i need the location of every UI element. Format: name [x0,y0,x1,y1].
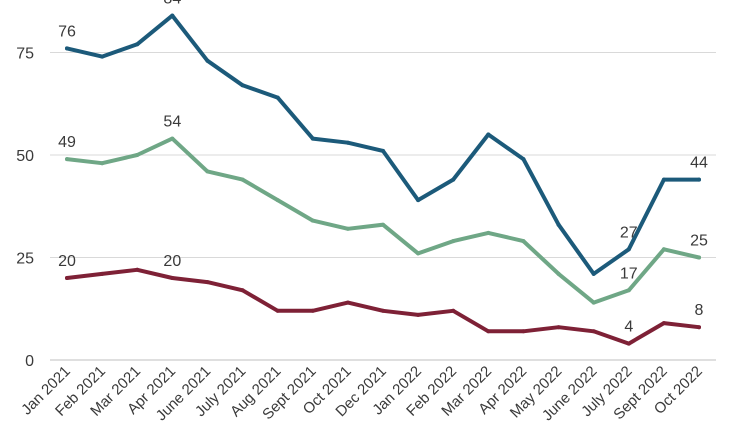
series-1-point [205,58,210,63]
series-3-point [345,300,350,305]
series-1-point [310,136,315,141]
series-3-point [170,276,175,280]
series-2-point [521,239,526,244]
series-2-point [697,255,701,260]
series-1-point [240,83,245,88]
series-1-point [556,222,561,227]
data-label: 4 [624,319,633,336]
series-3-point [416,312,421,317]
series-3-point [205,280,210,285]
y-tick-label: 50 [16,148,34,165]
series-2-point [275,198,280,203]
data-label: 17 [620,265,638,282]
series-1-point [381,148,385,153]
series-2-point [240,177,245,182]
series-2-point [65,157,69,162]
series-3-point [661,321,666,326]
series-3-point [591,329,596,334]
series-2-point [381,222,385,227]
series-3-point [240,288,245,293]
data-labels: 76 84 27 44 49 54 17 25 20 20 4 8 [58,0,708,336]
data-label: 25 [690,233,708,250]
data-label: 20 [58,253,76,270]
series-2-point [345,226,350,231]
series-3-point [310,308,315,313]
series-1-point [486,132,491,137]
series-3-point [100,271,105,276]
series-3-point [521,329,526,334]
series-1-point [275,95,280,100]
data-label: 49 [58,134,76,151]
series-2-point [100,161,105,166]
series-1-point [416,198,421,203]
series-1-point [135,42,140,47]
series-1-point [100,54,105,59]
data-label: 8 [695,302,704,319]
series-2-point [135,153,140,157]
series-1-point [591,271,596,276]
series-2-point [205,169,210,174]
data-label: 76 [58,23,76,40]
series-3-point [451,308,456,313]
series-2-point [451,239,456,244]
y-axis-tick-labels: 0 25 50 75 [16,46,34,371]
series-1-point [521,157,526,162]
series-2-point [591,300,596,305]
data-label: 27 [620,224,638,241]
series-3-point [65,276,69,280]
series-3-point [626,341,631,346]
series-2-point [416,251,421,256]
data-label: 20 [163,253,181,270]
gridlines [50,52,716,361]
series-2-line [65,136,701,305]
y-tick-label: 0 [25,353,34,370]
data-label: 54 [163,114,181,131]
series-3-point [135,267,140,272]
series-3-line [65,267,701,346]
series-1-point [661,177,666,182]
data-label: 84 [163,0,181,8]
series-1-point [65,46,69,51]
series-2-point [626,288,631,293]
series-2-point [170,136,175,141]
series-2-point [310,218,315,223]
series-lines [65,13,701,346]
series-3-point [275,308,280,313]
series-2-point [486,230,491,235]
series-3-point [697,325,701,330]
series-2-point [556,271,561,276]
series-2-point [661,247,666,252]
series-1-point [451,177,456,182]
series-3-point [486,329,491,334]
series-1-point [697,177,701,182]
data-label: 44 [690,155,708,172]
series-3-point [381,308,385,313]
series-1-point [626,247,631,252]
series-1-point [345,140,350,145]
series-3-point [556,325,561,330]
y-tick-label: 75 [16,46,34,63]
y-tick-label: 25 [16,251,34,268]
series-1-point [170,13,175,18]
